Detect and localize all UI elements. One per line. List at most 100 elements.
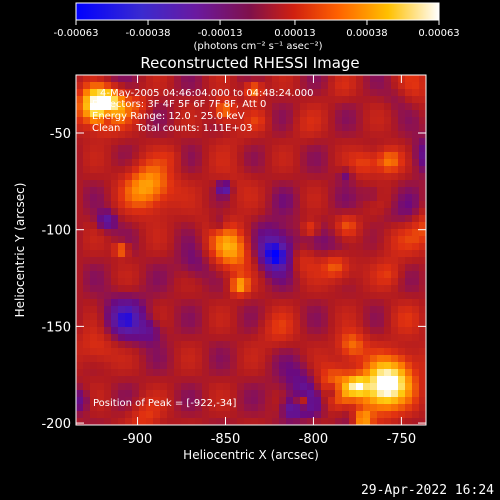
heatmap-cell: [188, 362, 196, 370]
heatmap-cell: [300, 376, 308, 384]
heatmap-cell: [146, 299, 154, 307]
heatmap-cell: [139, 341, 147, 349]
heatmap-cell: [83, 278, 91, 286]
heatmap-cell: [83, 222, 91, 230]
heatmap-cell: [90, 222, 98, 230]
heatmap-cell: [335, 418, 343, 426]
heatmap-cell: [307, 131, 315, 139]
heatmap-cell: [356, 180, 364, 188]
heatmap-cell: [258, 299, 266, 307]
heatmap-cell: [118, 313, 126, 321]
heatmap-cell: [370, 264, 378, 272]
heatmap-cell: [97, 250, 105, 258]
heatmap-cell: [97, 145, 105, 153]
heatmap-cell: [251, 222, 259, 230]
heatmap-cell: [342, 82, 350, 90]
heatmap-cell: [279, 117, 287, 125]
heatmap-cell: [104, 278, 112, 286]
heatmap-cell: [139, 222, 147, 230]
heatmap-cell: [349, 306, 357, 314]
heatmap-cell: [279, 362, 287, 370]
heatmap-cell: [265, 201, 273, 209]
heatmap-cell: [279, 152, 287, 160]
heatmap-cell: [209, 285, 217, 293]
heatmap-cell: [216, 250, 224, 258]
heatmap-cell: [377, 236, 385, 244]
heatmap-cell: [405, 306, 413, 314]
heatmap-cell: [335, 229, 343, 237]
heatmap-cell: [188, 215, 196, 223]
heatmap-cell: [237, 285, 245, 293]
heatmap-cell: [104, 313, 112, 321]
heatmap-cell: [335, 131, 343, 139]
heatmap-cell: [160, 313, 168, 321]
heatmap-cell: [195, 306, 203, 314]
heatmap-cell: [377, 159, 385, 167]
heatmap-cell: [419, 390, 427, 398]
heatmap-cell: [377, 376, 385, 384]
heatmap-cell: [83, 236, 91, 244]
heatmap-cell: [111, 250, 119, 258]
heatmap-cell: [265, 103, 273, 111]
heatmap-cell: [111, 229, 119, 237]
heatmap-cell: [216, 194, 224, 202]
heatmap-cell: [90, 278, 98, 286]
heatmap-cell: [216, 383, 224, 391]
heatmap-cell: [104, 124, 112, 132]
heatmap-cell: [244, 411, 252, 419]
heatmap-cell: [279, 376, 287, 384]
heatmap-cell: [377, 194, 385, 202]
heatmap-cell: [216, 96, 224, 104]
heatmap-cell: [335, 75, 343, 83]
heatmap-cell: [195, 215, 203, 223]
heatmap-cell: [244, 152, 252, 160]
heatmap-cell: [335, 194, 343, 202]
heatmap-cell: [97, 369, 105, 377]
heatmap-cell: [76, 362, 84, 370]
heatmap-cell: [153, 152, 161, 160]
colorbar: [75, 2, 440, 21]
heatmap-cell: [195, 75, 203, 83]
heatmap-cell: [118, 299, 126, 307]
heatmap-cell: [258, 264, 266, 272]
heatmap-cell: [391, 369, 399, 377]
heatmap-cell: [97, 362, 105, 370]
heatmap-cell: [279, 299, 287, 307]
heatmap-cell: [258, 341, 266, 349]
heatmap-cell: [167, 194, 175, 202]
heatmap-cell: [223, 173, 231, 181]
heatmap-cell: [356, 124, 364, 132]
heatmap-cell: [384, 117, 392, 125]
heatmap-cell: [349, 257, 357, 265]
heatmap-cell: [384, 348, 392, 356]
heatmap-cell: [244, 292, 252, 300]
heatmap-cell: [272, 348, 280, 356]
heatmap-cell: [125, 418, 133, 426]
heatmap-cell: [181, 131, 189, 139]
heatmap-cell: [321, 313, 329, 321]
heatmap-cell: [139, 103, 147, 111]
heatmap-cell: [202, 243, 210, 251]
heatmap-cell: [258, 313, 266, 321]
heatmap-cell: [258, 215, 266, 223]
heatmap-cell: [223, 285, 231, 293]
heatmap-cell: [391, 236, 399, 244]
heatmap-cell: [328, 131, 336, 139]
heatmap-cell: [230, 117, 238, 125]
heatmap-cell: [370, 313, 378, 321]
heatmap-cell: [272, 355, 280, 363]
heatmap-cell: [258, 243, 266, 251]
heatmap-cell: [412, 201, 420, 209]
heatmap-cell: [335, 292, 343, 300]
heatmap-cell: [132, 145, 140, 153]
heatmap-cell: [293, 187, 301, 195]
heatmap-cell: [412, 138, 420, 146]
heatmap-cell: [153, 327, 161, 335]
heatmap-cell: [377, 341, 385, 349]
heatmap-cell: [83, 348, 91, 356]
heatmap-cell: [188, 124, 196, 132]
heatmap-cell: [181, 243, 189, 251]
heatmap-cell: [132, 166, 140, 174]
heatmap-cell: [293, 89, 301, 97]
heatmap-cell: [181, 187, 189, 195]
